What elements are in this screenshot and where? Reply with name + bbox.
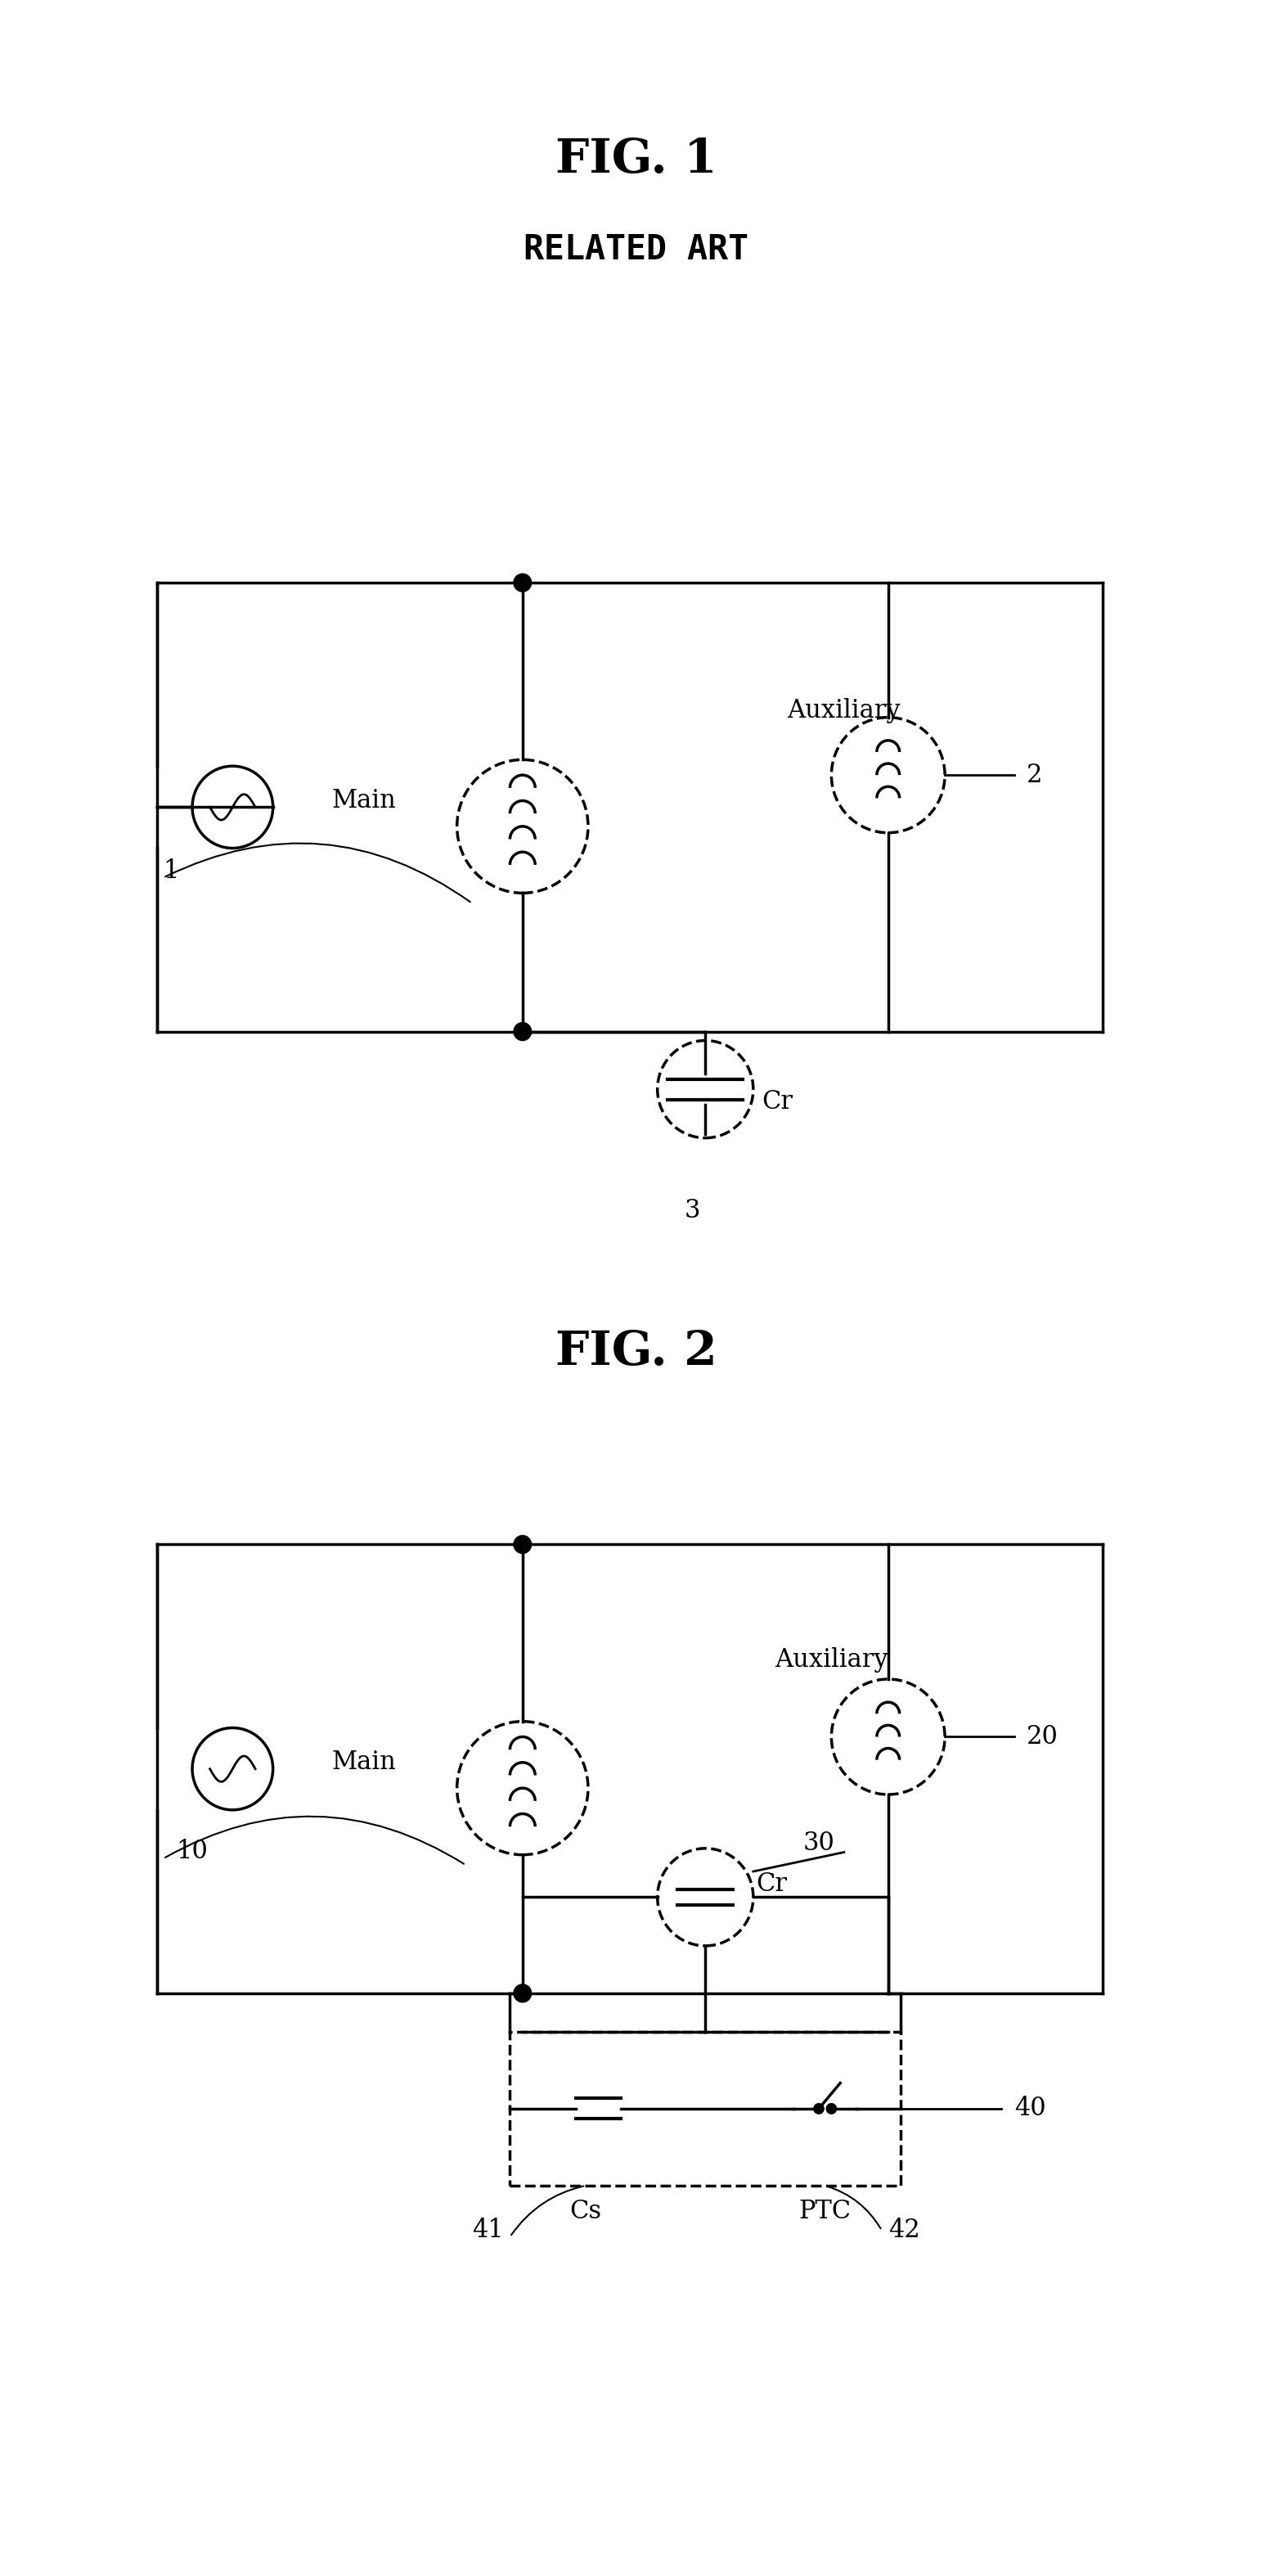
Circle shape: [514, 1535, 532, 1553]
Text: PTC: PTC: [799, 2197, 851, 2223]
Text: Auxiliary: Auxiliary: [787, 698, 901, 724]
Text: 20: 20: [1027, 1723, 1058, 1749]
Text: Main: Main: [332, 1749, 397, 1775]
Text: Cr: Cr: [756, 1873, 787, 1896]
Text: 30: 30: [803, 1832, 834, 1855]
Text: FIG. 2: FIG. 2: [555, 1329, 717, 1376]
Circle shape: [827, 2105, 837, 2115]
Text: 1: 1: [163, 858, 179, 884]
Text: 42: 42: [888, 2218, 920, 2244]
Text: RELATED ART: RELATED ART: [524, 232, 748, 265]
Text: Auxiliary: Auxiliary: [775, 1646, 888, 1672]
Text: 2: 2: [1027, 762, 1043, 788]
Circle shape: [814, 2105, 824, 2115]
Text: 3: 3: [684, 1198, 701, 1224]
Text: Main: Main: [332, 788, 397, 814]
Text: Cs: Cs: [570, 2197, 602, 2223]
Text: FIG. 1: FIG. 1: [555, 137, 717, 183]
Text: Cr: Cr: [762, 1090, 794, 1115]
Circle shape: [514, 1023, 532, 1041]
Text: 10: 10: [176, 1839, 207, 1865]
Circle shape: [514, 1984, 532, 2002]
Circle shape: [514, 574, 532, 592]
Text: 41: 41: [472, 2218, 504, 2244]
Text: 40: 40: [1014, 2097, 1046, 2123]
